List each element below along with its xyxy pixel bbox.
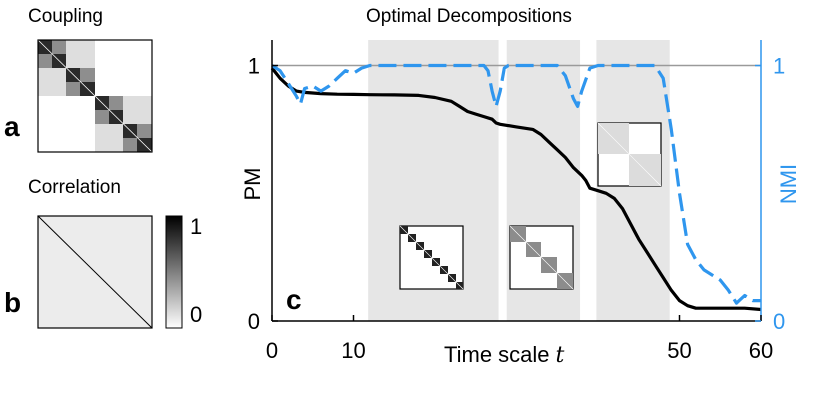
- nmi-series-line: [271, 63, 761, 305]
- y-tick-label-right: 0: [773, 309, 785, 334]
- correlation-matrix: [37, 215, 153, 329]
- inset-diagonal: [509, 225, 574, 290]
- x-tick-label: 60: [749, 338, 773, 363]
- panel-label-b: b: [4, 287, 21, 318]
- plot-area: [270, 40, 762, 321]
- y-tick-label-left: 0: [248, 309, 260, 334]
- correlation-diagonal: [37, 215, 153, 329]
- x-tick-label: 10: [341, 338, 365, 363]
- coupling-diagonal: [37, 39, 153, 153]
- panel-label-c: c: [286, 284, 302, 315]
- colorbar: [165, 215, 183, 329]
- inset-matrix-2-blocks: [597, 122, 662, 187]
- y-tick-label-left: 1: [248, 54, 260, 79]
- y-tick-label-right: 1: [773, 54, 785, 79]
- panel-label-a: a: [4, 111, 20, 142]
- x-tick-label: 50: [667, 338, 691, 363]
- chart-title: Optimal Decompositions: [366, 6, 572, 27]
- inset-matrix-4-blocks: [509, 225, 574, 290]
- x-axis-label: Time scale t: [444, 342, 565, 368]
- colorbar-max-label: 1: [190, 214, 202, 239]
- inset-diagonal: [399, 225, 464, 290]
- x-tick-label: 0: [266, 338, 278, 363]
- x-axis-label-text: Time scale: [444, 342, 550, 367]
- colorbar-min-label: 0: [190, 302, 202, 327]
- x-axis-label-symbol: t: [556, 343, 565, 368]
- coupling-matrix: [37, 39, 153, 153]
- inset-diagonal: [597, 122, 662, 187]
- inset-matrix-8-blocks: [399, 225, 464, 290]
- pm-series-line: [270, 67, 762, 312]
- correlation-title: Correlation: [28, 177, 121, 198]
- y-axis-label-left: PM: [240, 168, 265, 201]
- coupling-frame: [37, 39, 153, 153]
- coupling-title: Coupling: [28, 6, 103, 27]
- y-axis-label-right: NMI: [776, 164, 801, 204]
